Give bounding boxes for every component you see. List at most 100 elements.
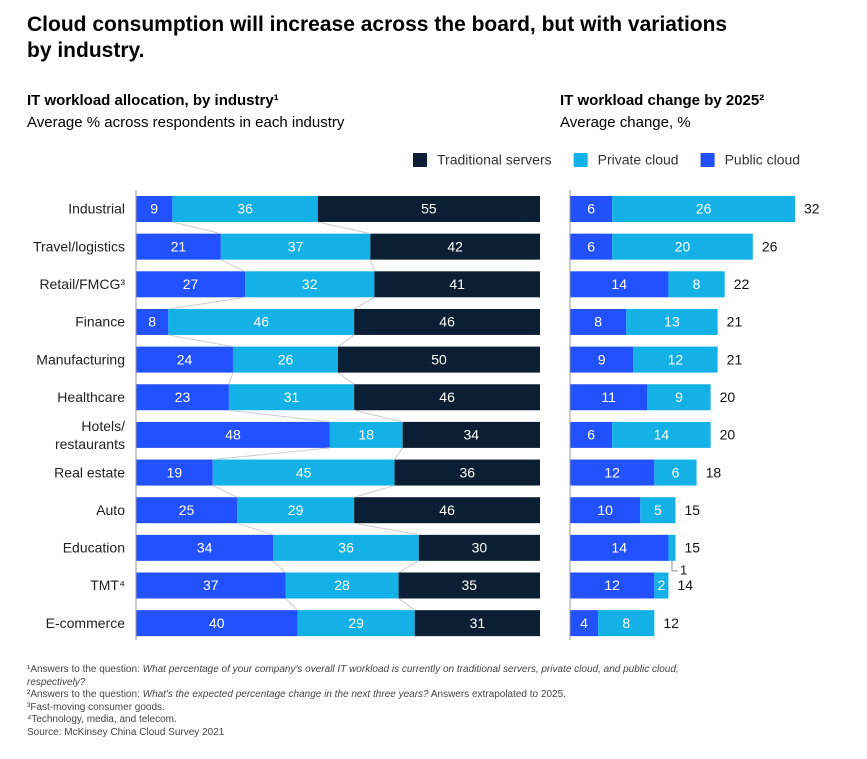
- connector: [168, 296, 246, 310]
- value-label: 12: [604, 464, 620, 480]
- panel-subtitle: Average change, %: [560, 114, 691, 131]
- value-label: 50: [431, 351, 447, 367]
- value-label: 41: [449, 276, 465, 292]
- connector: [354, 522, 419, 536]
- panel-title: IT workload change by 2025²: [560, 92, 764, 109]
- value-label: 25: [179, 502, 195, 518]
- legend-label: Private cloud: [598, 152, 679, 168]
- value-label: 26: [278, 351, 294, 367]
- category-line: restaurants: [55, 436, 125, 452]
- bar-segment: [136, 497, 237, 524]
- value-label: 45: [296, 464, 312, 480]
- value-label: 9: [150, 201, 158, 217]
- value-label: 13: [664, 314, 680, 330]
- bar-segment: [136, 610, 298, 637]
- bar-segment: [654, 459, 697, 486]
- value-label: 6: [587, 201, 595, 217]
- bar-segment: [237, 497, 355, 524]
- value-label: 46: [439, 314, 455, 330]
- bar-segment: [612, 196, 795, 222]
- total-label: 32: [804, 201, 820, 217]
- bar-segment: [570, 459, 655, 486]
- total-label: 15: [684, 540, 700, 556]
- connector: [172, 221, 221, 235]
- value-label: 27: [183, 276, 199, 292]
- footnote: ¹Answers to the question: What percentag…: [27, 664, 727, 689]
- bar-segment: [172, 196, 318, 222]
- bar-segment: [570, 421, 613, 448]
- footnote-text: Source: McKinsey China Cloud Survey 2021: [27, 726, 225, 738]
- value-label: 34: [197, 540, 213, 556]
- value-label: 8: [693, 276, 701, 292]
- legend-label: Traditional servers: [437, 152, 552, 168]
- bar-segment: [668, 534, 676, 561]
- total-label: 21: [727, 351, 743, 367]
- value-label: 55: [421, 201, 437, 217]
- footnote: ⁴Technology, media, and telecom.: [27, 714, 727, 727]
- value-label: 42: [447, 238, 463, 254]
- bar-segment: [354, 308, 540, 335]
- legend-label: Public cloud: [725, 152, 801, 168]
- connector: [353, 296, 375, 310]
- category-label: Auto: [96, 502, 125, 518]
- value-label: 26: [696, 201, 712, 217]
- legend-swatch: [700, 153, 715, 167]
- connector: [317, 221, 371, 235]
- value-label: 36: [237, 201, 253, 217]
- bar-segment: [626, 308, 718, 335]
- category-line: Hotels/: [81, 418, 125, 434]
- value-label: 19: [167, 464, 183, 480]
- bar-segment: [654, 572, 669, 599]
- bar-segment: [136, 308, 169, 335]
- category-label: Hotels/restaurants: [55, 418, 125, 452]
- total-label: 22: [734, 276, 750, 292]
- footnotes: ¹Answers to the question: What percentag…: [27, 664, 727, 740]
- bar-segment: [570, 196, 613, 222]
- bar-segment: [354, 497, 540, 524]
- category-label: TMT⁴: [90, 577, 125, 593]
- value-label: 10: [597, 502, 613, 518]
- value-label: 14: [611, 540, 627, 556]
- bar-segment: [136, 459, 213, 486]
- value-label: 8: [622, 615, 630, 631]
- connector: [398, 598, 416, 611]
- value-label: 46: [253, 314, 269, 330]
- value-label: 21: [171, 238, 187, 254]
- label-leader: [671, 560, 678, 572]
- bar-segment: [338, 346, 540, 373]
- value-label: 9: [598, 351, 606, 367]
- value-label: 6: [587, 427, 595, 443]
- footnote-text: ¹Answers to the question:: [27, 664, 143, 675]
- bar-segment: [398, 572, 540, 599]
- bar-segment: [570, 534, 669, 561]
- value-label: 37: [288, 238, 304, 254]
- connector: [228, 409, 330, 423]
- bar-segment: [668, 271, 725, 298]
- value-label: 8: [594, 314, 602, 330]
- category-label: E-commerce: [46, 615, 126, 631]
- connector: [337, 372, 355, 385]
- bar-segment: [136, 271, 246, 298]
- bar-segment: [354, 384, 540, 411]
- legend-swatch: [573, 153, 588, 167]
- value-label: 30: [472, 540, 488, 556]
- value-label: 36: [459, 464, 475, 480]
- value-label: 37: [203, 577, 219, 593]
- bar-segment: [136, 346, 233, 373]
- connector: [212, 447, 330, 461]
- bar-segment: [394, 459, 540, 486]
- total-label: 14: [677, 577, 693, 593]
- legend-swatch: [413, 153, 427, 167]
- value-label: 11: [601, 389, 616, 405]
- bar-segment: [273, 534, 419, 561]
- bar-segment: [414, 610, 540, 637]
- category-label: Industrial: [68, 201, 125, 217]
- category-label: Real estate: [54, 464, 125, 480]
- connector: [273, 560, 286, 573]
- bar-segment: [612, 233, 753, 260]
- value-label: 34: [464, 427, 480, 443]
- connector: [369, 259, 375, 272]
- bar-segment: [570, 610, 599, 637]
- footnote-text: ²Answers to the question:: [27, 689, 143, 701]
